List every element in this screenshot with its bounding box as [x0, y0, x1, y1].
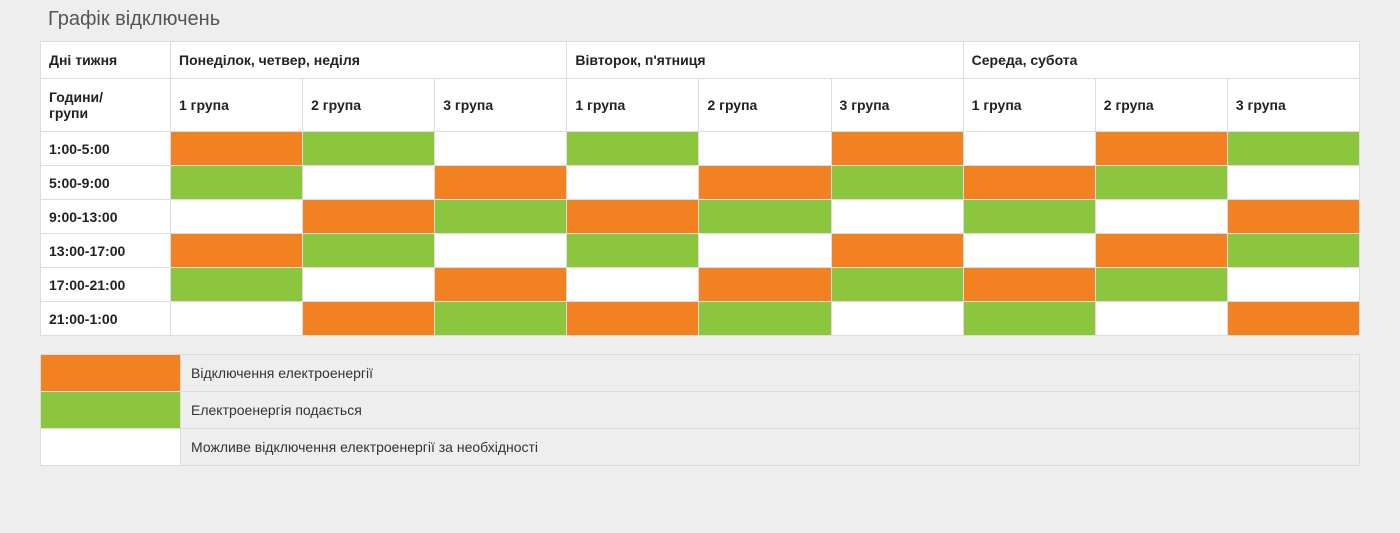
schedule-cell [435, 200, 567, 234]
header-row-days: Дні тижня Понеділок, четвер, неділя Вівт… [41, 42, 1360, 79]
time-label: 5:00-9:00 [41, 166, 171, 200]
schedule-cell [699, 200, 831, 234]
schedule-container: Графік відключень Дні тижня Понеділок, ч… [0, 0, 1400, 486]
schedule-cell [1227, 132, 1359, 166]
schedule-cell [171, 132, 303, 166]
schedule-cell [963, 200, 1095, 234]
schedule-cell [303, 132, 435, 166]
schedule-cell [831, 302, 963, 336]
group-label: 3 група [831, 79, 963, 132]
schedule-cell [1227, 302, 1359, 336]
group-label: 2 група [303, 79, 435, 132]
schedule-cell [567, 166, 699, 200]
schedule-cell [831, 132, 963, 166]
schedule-cell [171, 200, 303, 234]
schedule-cell [435, 234, 567, 268]
table-row: 5:00-9:00 [41, 166, 1360, 200]
schedule-cell [1095, 200, 1227, 234]
schedule-cell [963, 234, 1095, 268]
schedule-cell [1095, 132, 1227, 166]
header-hours-label: Години/ групи [41, 79, 171, 132]
time-label: 13:00-17:00 [41, 234, 171, 268]
time-label: 9:00-13:00 [41, 200, 171, 234]
schedule-cell [303, 166, 435, 200]
schedule-cell [435, 132, 567, 166]
legend-row: Електроенергія подається [41, 392, 1360, 429]
day-group-2: Середа, субота [963, 42, 1359, 79]
schedule-cell [963, 302, 1095, 336]
group-label: 1 група [963, 79, 1095, 132]
schedule-cell [303, 200, 435, 234]
schedule-cell [1227, 234, 1359, 268]
legend-text: Можливе відключення електроенергії за не… [181, 429, 1360, 466]
schedule-cell [1227, 166, 1359, 200]
group-label: 3 група [1227, 79, 1359, 132]
schedule-cell [435, 302, 567, 336]
schedule-cell [831, 234, 963, 268]
schedule-cell [1095, 268, 1227, 302]
page-title: Графік відключень [48, 8, 1360, 31]
schedule-cell [435, 268, 567, 302]
schedule-cell [567, 302, 699, 336]
group-label: 3 група [435, 79, 567, 132]
legend-swatch [41, 392, 181, 429]
group-label: 1 група [567, 79, 699, 132]
schedule-cell [567, 200, 699, 234]
legend-text: Відключення електроенергії [181, 355, 1360, 392]
group-label: 2 група [699, 79, 831, 132]
schedule-cell [963, 132, 1095, 166]
schedule-cell [435, 166, 567, 200]
schedule-cell [1095, 166, 1227, 200]
schedule-cell [171, 268, 303, 302]
legend-swatch [41, 429, 181, 466]
legend-swatch [41, 355, 181, 392]
schedule-cell [303, 268, 435, 302]
table-row: 21:00-1:00 [41, 302, 1360, 336]
header-row-groups: Години/ групи 1 група 2 група 3 група 1 … [41, 79, 1360, 132]
table-row: 1:00-5:00 [41, 132, 1360, 166]
day-group-1: Вівторок, п'ятниця [567, 42, 963, 79]
time-label: 1:00-5:00 [41, 132, 171, 166]
schedule-cell [567, 234, 699, 268]
schedule-cell [1227, 268, 1359, 302]
schedule-cell [1095, 234, 1227, 268]
schedule-cell [831, 200, 963, 234]
schedule-table: Дні тижня Понеділок, четвер, неділя Вівт… [40, 41, 1360, 336]
group-label: 2 група [1095, 79, 1227, 132]
schedule-cell [171, 302, 303, 336]
schedule-cell [171, 166, 303, 200]
schedule-cell [567, 132, 699, 166]
schedule-cell [963, 166, 1095, 200]
table-row: 9:00-13:00 [41, 200, 1360, 234]
legend-table: Відключення електроенергіїЕлектроенергія… [40, 354, 1360, 466]
schedule-cell [303, 302, 435, 336]
schedule-cell [699, 268, 831, 302]
schedule-cell [831, 268, 963, 302]
schedule-cell [567, 268, 699, 302]
schedule-cell [963, 268, 1095, 302]
schedule-cell [1095, 302, 1227, 336]
schedule-cell [303, 234, 435, 268]
schedule-cell [699, 234, 831, 268]
schedule-cell [831, 166, 963, 200]
day-group-0: Понеділок, четвер, неділя [171, 42, 567, 79]
schedule-cell [699, 302, 831, 336]
schedule-cell [699, 132, 831, 166]
legend-row: Відключення електроенергії [41, 355, 1360, 392]
time-label: 17:00-21:00 [41, 268, 171, 302]
header-days-label: Дні тижня [41, 42, 171, 79]
schedule-cell [699, 166, 831, 200]
legend-row: Можливе відключення електроенергії за не… [41, 429, 1360, 466]
table-row: 13:00-17:00 [41, 234, 1360, 268]
schedule-cell [1227, 200, 1359, 234]
time-label: 21:00-1:00 [41, 302, 171, 336]
table-row: 17:00-21:00 [41, 268, 1360, 302]
group-label: 1 група [171, 79, 303, 132]
legend-text: Електроенергія подається [181, 392, 1360, 429]
schedule-cell [171, 234, 303, 268]
